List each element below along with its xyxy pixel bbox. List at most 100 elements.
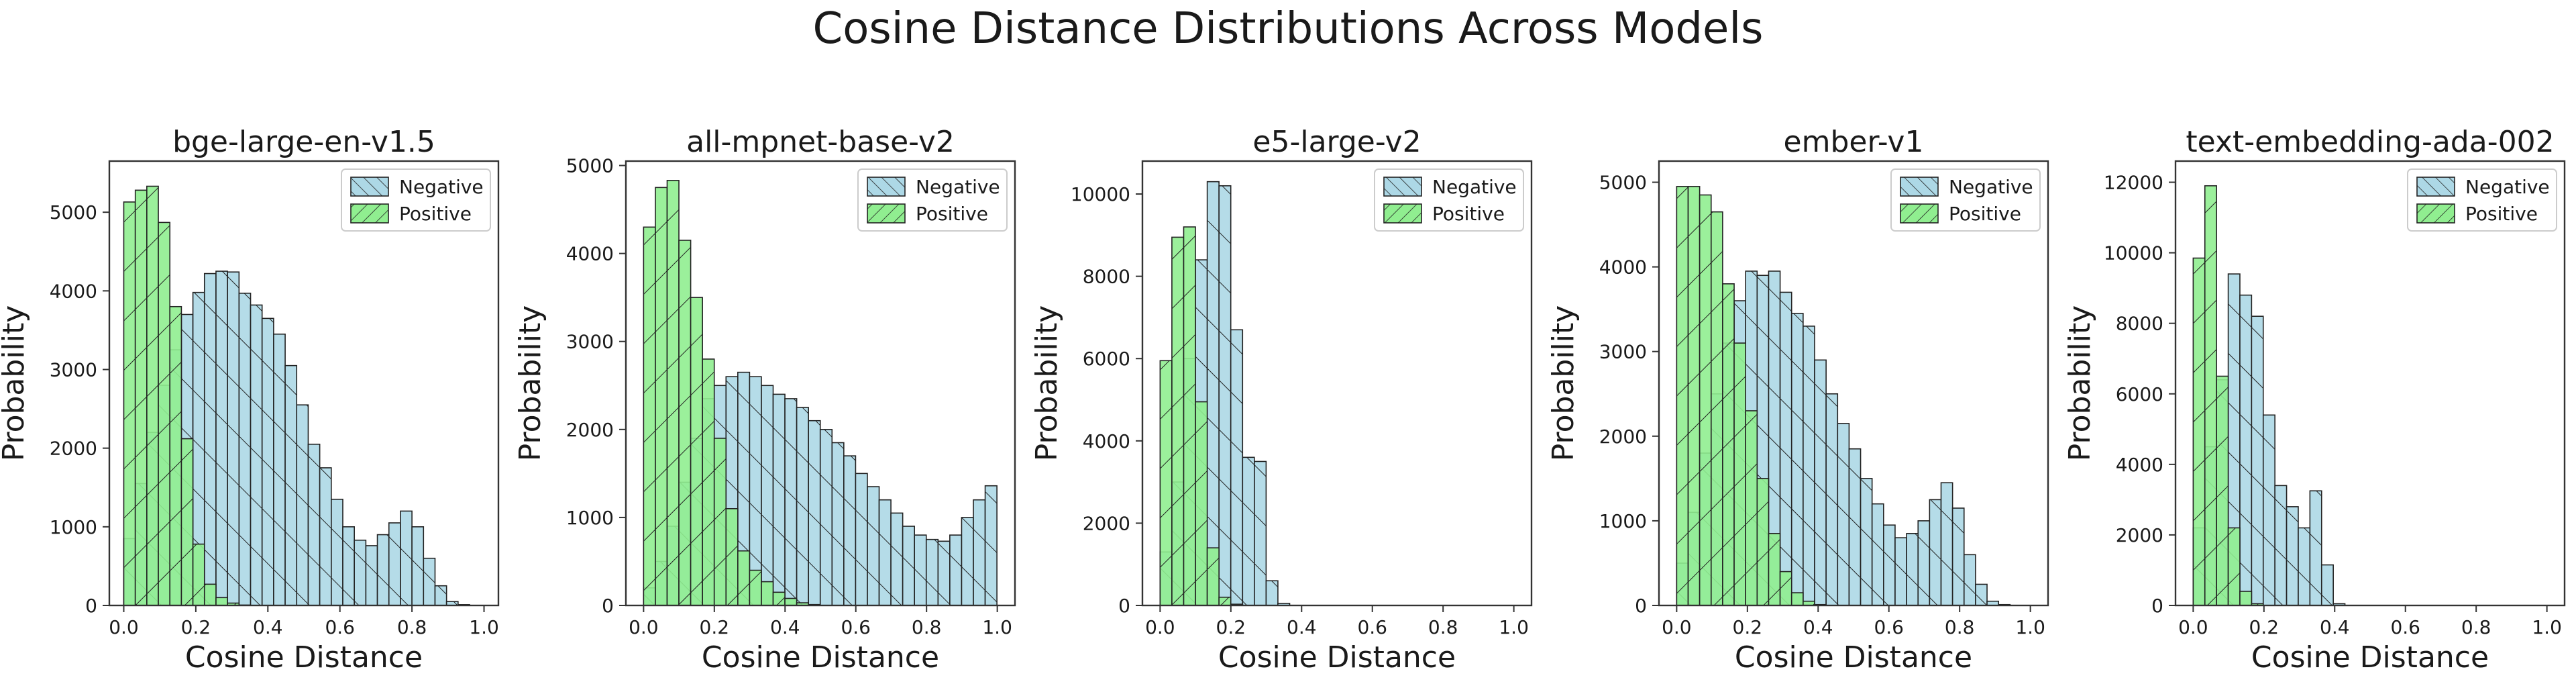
x-tick-label: 0.4 [1287,616,1317,638]
chart-title: e5-large-v2 [1252,125,1421,159]
x-tick-label: 0.4 [253,616,283,638]
x-tick-label: 1.0 [2015,616,2045,638]
x-tick-label: 0.0 [2178,616,2208,638]
legend-label: Positive [399,203,472,225]
series-positive [1676,186,1827,605]
y-tick-label: 10000 [1071,183,1130,205]
x-tick-label: 0.6 [1874,616,1904,638]
x-tick-label: 0.8 [2461,616,2491,638]
x-tick-label: 0.4 [2320,616,2350,638]
x-tick-label: 0.0 [629,616,659,638]
chart-title: all-mpnet-base-v2 [686,125,955,159]
legend-label: Positive [1432,203,1505,225]
x-tick-label: 0.8 [912,616,942,638]
x-tick-label: 1.0 [1499,616,1529,638]
y-tick-label: 2000 [1083,512,1130,534]
series-positive [2192,185,2264,605]
y-tick-label: 8000 [2116,313,2163,335]
plot-frame [108,160,500,607]
y-tick-label: 4000 [1599,256,1647,279]
y-tick-label: 4000 [2116,454,2163,476]
x-axis-label: Cosine Distance [1218,640,1456,675]
series-positive [1159,226,1244,605]
y-tick-label: 5000 [1599,172,1647,194]
x-tick-label: 0.6 [325,616,355,638]
legend: Negative Positive [2407,168,2557,232]
y-tick-label: 0 [85,595,97,617]
x-tick-label: 0.6 [1357,616,1387,638]
x-tick-label: 0.0 [1145,616,1175,638]
x-tick-label: 0.0 [1662,616,1692,638]
y-tick-label: 4000 [1083,430,1130,452]
x-tick-label: 0.6 [2390,616,2420,638]
y-tick-label: 0 [602,595,614,617]
y-tick-label: 4000 [566,243,614,265]
x-tick-label: 0.4 [1803,616,1833,638]
legend: Negative Positive [857,168,1008,232]
x-tick-label: 1.0 [2532,616,2562,638]
y-tick-label: 0 [1118,595,1130,617]
x-tick-label: 0.2 [1733,616,1763,638]
x-tick-label: 1.0 [982,616,1012,638]
y-axis-label: Probability [2063,305,2097,462]
y-tick-label: 1000 [1599,510,1647,532]
y-tick-label: 2000 [50,438,97,460]
chart-4: 0.0 0.2 0.4 0.6 0.8 1.0 0 1000 2000 3000 4000 5000 e… [1546,125,2049,675]
y-tick-label: 2000 [2116,524,2163,546]
x-axis-label: Cosine Distance [702,640,939,675]
plot-frame [2174,160,2566,607]
plot-frame [1141,160,1533,607]
legend-label: Negative [916,176,1000,198]
y-tick-label: 10000 [2104,242,2163,264]
y-tick-label: 6000 [1083,348,1130,370]
y-axis-label: Probability [1030,305,1064,462]
figure-title: Cosine Distance Distributions Across Mod… [812,4,1764,54]
series-positive [123,185,252,605]
y-tick-label: 3000 [1599,341,1647,363]
x-axis-label: Cosine Distance [2251,640,2489,675]
x-axis-label: Cosine Distance [1735,640,1972,675]
x-tick-label: 0.8 [397,616,427,638]
y-axis-label: Probability [513,305,547,462]
legend-label: Negative [1949,176,2033,198]
bars-group [2192,185,2346,605]
y-tick-label: 3000 [566,331,614,353]
x-axis-label: Cosine Distance [185,640,423,675]
x-tick-label: 0.2 [181,616,211,638]
legend: Negative Positive [1890,168,2041,232]
x-tick-label: 0.2 [1216,616,1246,638]
x-tick-label: 0.2 [700,616,730,638]
bars-group [1159,181,1291,605]
y-axis-label: Probability [1546,305,1580,462]
legend-label: Negative [1432,176,1517,198]
chart-1: 0.0 0.2 0.4 0.6 0.8 1.0 0 1000 2000 3000 4000 5000 b… [0,125,500,675]
x-tick-label: 0.6 [841,616,871,638]
y-tick-label: 0 [2151,595,2163,617]
y-tick-label: 6000 [2116,383,2163,405]
x-tick-label: 0.2 [2249,616,2279,638]
y-tick-label: 4000 [50,280,97,302]
plot-frame [625,160,1016,607]
y-tick-label: 12000 [2104,172,2163,194]
chart-3: 0.0 0.2 0.4 0.6 0.8 1.0 0 2000 4000 6000 8000 10000… [1030,125,1533,675]
bars-group [1676,186,2011,605]
chart-5: 0.0 0.2 0.4 0.6 0.8 1.0 0 2000 4000 6000 8000 10000… [2063,125,2566,675]
x-tick-label: 0.4 [770,616,800,638]
chart-title: ember-v1 [1784,125,1924,159]
y-tick-label: 1000 [50,516,97,538]
chart-title: text-embedding-ada-002 [2186,125,2554,159]
legend-label: Positive [1949,203,2021,225]
legend-label: Negative [399,176,484,198]
y-tick-label: 0 [1635,595,1647,617]
x-tick-label: 0.8 [1945,616,1975,638]
legend-label: Negative [2465,176,2550,198]
bars-group [643,180,998,605]
chart-2: 0.0 0.2 0.4 0.6 0.8 1.0 0 1000 2000 3000 4000 5000 a… [513,125,1016,675]
x-tick-label: 0.0 [109,616,139,638]
chart-title: bge-large-en-v1.5 [172,125,435,159]
y-tick-label: 5000 [566,155,614,177]
y-tick-label: 8000 [1083,266,1130,288]
y-tick-label: 2000 [1599,426,1647,448]
y-tick-label: 1000 [566,507,614,529]
